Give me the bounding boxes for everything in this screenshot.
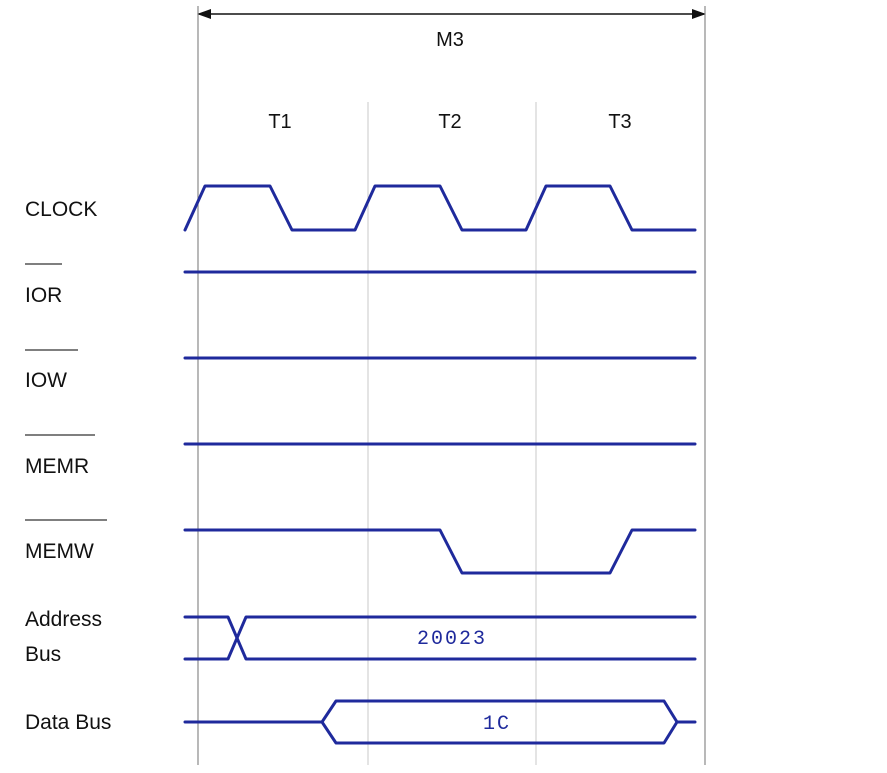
iow-label: IOW [25,369,67,392]
data-bus-value: 1C [483,713,511,736]
address-bus-label-line2: Bus [25,643,61,666]
address-bus-value: 20023 [417,628,487,651]
memw-label: MEMW [25,540,94,563]
clock-waveform [183,184,697,232]
t3-label: T3 [608,111,631,133]
address-bus-lower [183,615,697,661]
t2-label: T2 [438,111,461,133]
ior-label: IOR [25,284,62,307]
memr-label: MEMR [25,455,89,478]
data-bus-waveform [183,699,697,724]
machine-cycle-label: M3 [436,29,464,51]
memw-waveform [183,528,697,575]
data-bus-label: Data Bus [25,711,111,734]
data-bus-lower-edge [320,720,679,745]
clock-label: CLOCK [25,198,97,221]
t1-label: T1 [268,111,291,133]
address-bus-label-line1: Address [25,608,102,631]
